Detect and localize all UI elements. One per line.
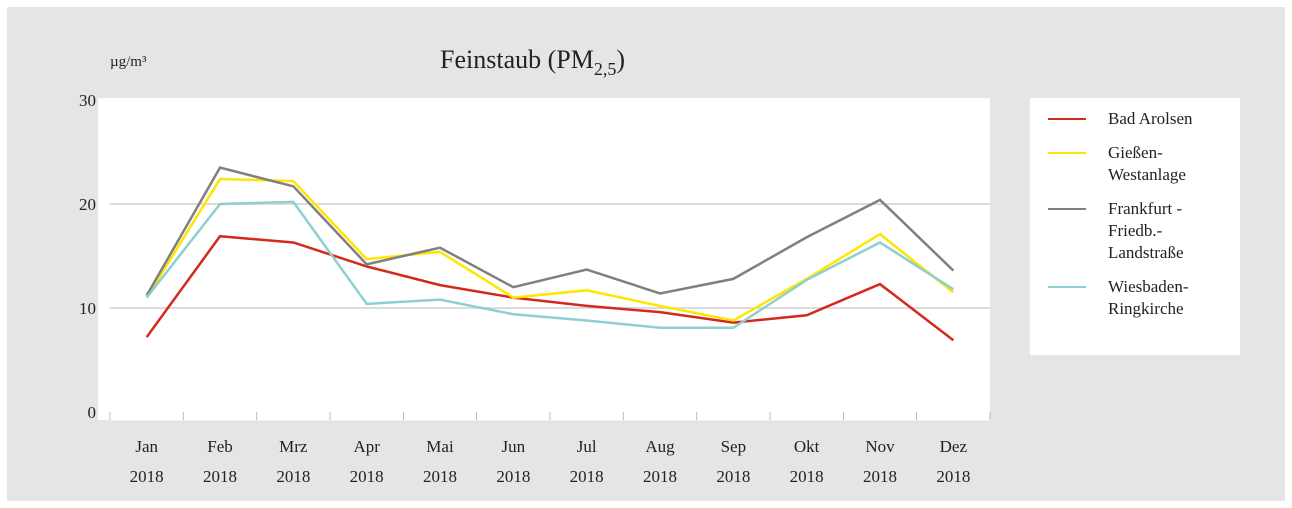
y-tick-label: 20 <box>79 195 96 214</box>
legend-swatch <box>1048 286 1086 288</box>
series-line <box>145 234 955 342</box>
x-tick-label: 2018 <box>643 467 677 486</box>
x-tick-label: 2018 <box>863 467 897 486</box>
x-tick-label: Mai <box>426 437 454 456</box>
legend-entry: Bad Arolsen <box>1030 108 1240 130</box>
x-tick-label: 2018 <box>570 467 604 486</box>
y-axis-label: µg/m³ <box>110 54 147 70</box>
legend-swatch <box>1048 208 1086 210</box>
x-tick-label: Jul <box>577 437 597 456</box>
chart-title: Feinstaub (PM2,5) <box>440 45 625 79</box>
x-tick-label: 2018 <box>203 467 237 486</box>
legend-entry: Frankfurt - Friedb.- Landstraße <box>1030 198 1240 264</box>
x-tick-label: Jan <box>135 437 158 456</box>
x-tick-label: Aug <box>645 437 675 456</box>
x-tick-label: Jun <box>502 437 526 456</box>
x-tick-label: Nov <box>865 437 895 456</box>
x-tick-label: Feb <box>207 437 233 456</box>
y-tick-label: 0 <box>88 403 97 422</box>
y-tick-label: 30 <box>79 91 96 110</box>
legend-label: Bad Arolsen <box>1108 109 1193 128</box>
legend-entry: Wiesbaden- Ringkirche <box>1030 276 1240 320</box>
x-tick-label: 2018 <box>716 467 750 486</box>
x-tick-label: 2018 <box>790 467 824 486</box>
x-tick-label: Okt <box>794 437 820 456</box>
x-tick-label: Mrz <box>279 437 308 456</box>
x-tick-label: 2018 <box>936 467 970 486</box>
plot-area <box>98 98 990 420</box>
series-line <box>145 200 955 330</box>
legend-label: Gießen- Westanlage <box>1108 143 1186 184</box>
x-tick-label: 2018 <box>276 467 310 486</box>
legend-label: Frankfurt - Friedb.- Landstraße <box>1108 199 1184 262</box>
x-tick-label: Apr <box>353 437 380 456</box>
legend: Bad Arolsen Gießen- Westanlage Frankfurt -… <box>1030 98 1240 355</box>
y-tick-label: 10 <box>79 299 96 318</box>
x-tick-label: 2018 <box>423 467 457 486</box>
x-tick-label: Sep <box>721 437 747 456</box>
series-line <box>145 166 955 297</box>
legend-entry: Gießen- Westanlage <box>1030 142 1240 186</box>
legend-swatch <box>1048 118 1086 120</box>
legend-label: Wiesbaden- Ringkirche <box>1108 277 1189 318</box>
legend-swatch <box>1048 152 1086 154</box>
x-tick-label: 2018 <box>130 467 164 486</box>
series-line <box>145 177 955 322</box>
x-tick-label: Dez <box>940 437 968 456</box>
x-tick-label: 2018 <box>350 467 384 486</box>
x-tick-label: 2018 <box>496 467 530 486</box>
